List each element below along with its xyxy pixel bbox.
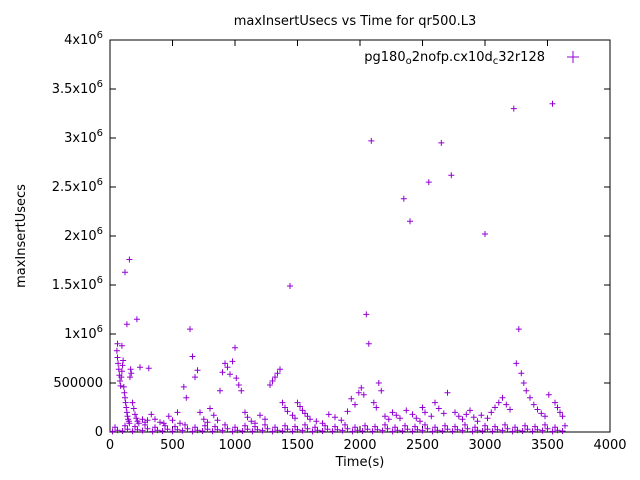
- x-tick-label: 3000: [468, 438, 501, 453]
- legend-marker-icon: [567, 51, 579, 63]
- legend: pg180o2nofp.cx10dc32r128: [364, 50, 579, 67]
- y-tick-label: 2x106: [64, 226, 103, 244]
- x-tick-label: 2000: [343, 438, 376, 453]
- y-tick-label: 500000: [53, 376, 103, 391]
- x-tick-label: 4000: [593, 438, 626, 453]
- tick-labels: 0 500 1000 1500 2000 2500 3000 3500 4000 0 500000 1…: [52, 30, 627, 453]
- x-tick-label: 1500: [281, 438, 314, 453]
- tick-marks: [109, 39, 611, 433]
- y-tick-label: 3x106: [64, 128, 103, 146]
- y-tick-label: 2.5x106: [52, 177, 103, 195]
- x-tick-label: 1000: [218, 438, 251, 453]
- chart-title: maxInsertUsecs vs Time for qr500.L3: [234, 14, 477, 29]
- x-tick-label: 3500: [531, 438, 564, 453]
- data-points: [109, 100, 568, 435]
- y-tick-label: 4x106: [64, 30, 103, 48]
- x-tick-label: 500: [160, 438, 185, 453]
- x-axis-label: Time(s): [335, 455, 385, 470]
- y-axis-label: maxInsertUsecs: [14, 184, 29, 288]
- y-tick-label: 1.5x106: [52, 275, 103, 293]
- axes: [109, 39, 611, 433]
- x-tick-label: 2500: [406, 438, 439, 453]
- y-tick-label: 3.5x106: [52, 79, 103, 97]
- plot-border: [109, 39, 611, 433]
- x-tick-label: 0: [106, 438, 114, 453]
- y-tick-label: 0: [95, 425, 103, 440]
- y-tick-label: 1x106: [64, 324, 103, 342]
- legend-label: pg180o2nofp.cx10dc32r128: [364, 50, 545, 67]
